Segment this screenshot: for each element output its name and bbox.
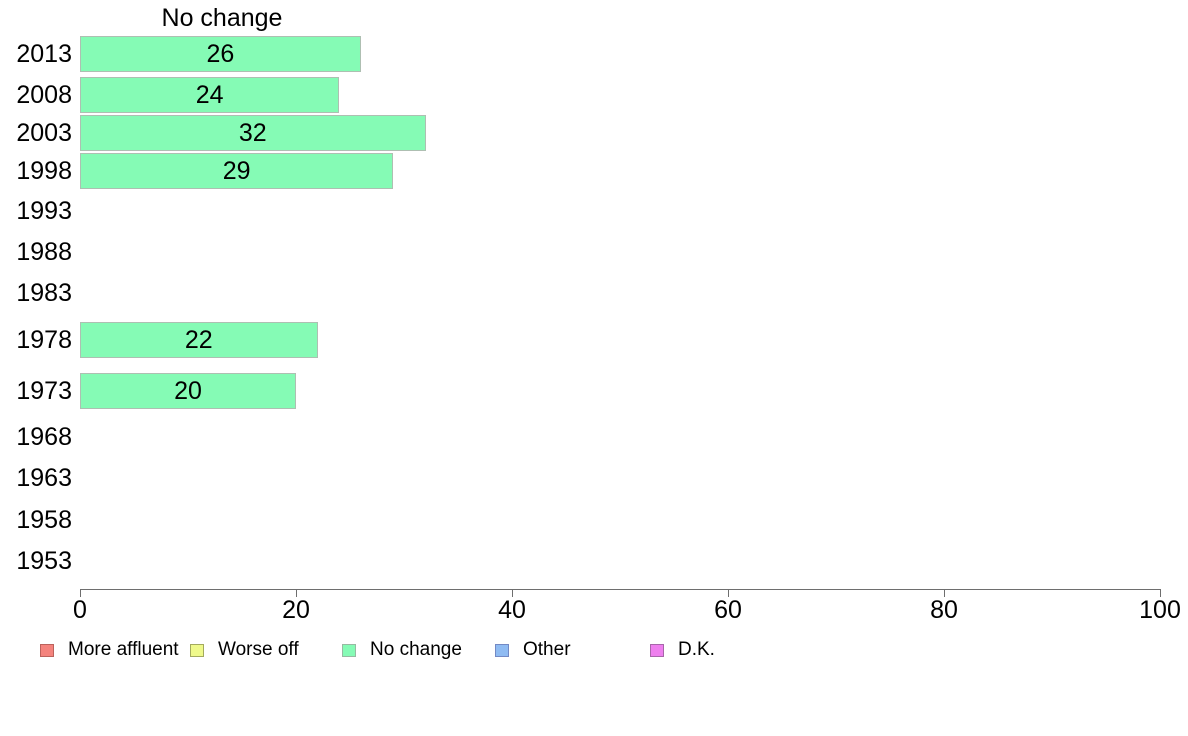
bar-value-label: 24 xyxy=(195,80,224,109)
y-axis-label-2008: 2008 xyxy=(16,81,72,109)
legend-swatch-worse-off xyxy=(190,643,204,657)
x-axis-line xyxy=(80,589,1161,590)
bar-2003: 32 xyxy=(80,115,426,151)
y-axis-label-1988: 1988 xyxy=(16,238,72,266)
y-axis-label-1958: 1958 xyxy=(16,506,72,534)
x-tick-mark xyxy=(296,589,297,597)
bar-value-label: 32 xyxy=(238,118,267,147)
y-axis-label-1993: 1993 xyxy=(16,197,72,225)
x-tick-label: 20 xyxy=(282,596,310,624)
legend-swatch-no-change xyxy=(342,643,356,657)
bar-value-label: 20 xyxy=(174,376,202,405)
bar-1998: 29 xyxy=(80,153,394,189)
y-axis-label-2013: 2013 xyxy=(16,40,72,68)
x-tick-label: 0 xyxy=(73,596,87,624)
bar-2008: 24 xyxy=(80,77,340,113)
bar-value-label: 29 xyxy=(222,156,251,185)
y-axis-label-1953: 1953 xyxy=(16,547,72,575)
legend-label-other: Other xyxy=(523,639,571,660)
x-tick-mark xyxy=(1160,589,1161,597)
x-tick-label: 100 xyxy=(1139,596,1181,624)
x-tick-mark xyxy=(944,589,945,597)
legend-item-no-change: No change xyxy=(342,639,462,661)
chart-title: No change xyxy=(161,4,283,32)
y-axis-label-2003: 2003 xyxy=(16,119,72,147)
legend-item-more-affluent: More affluent xyxy=(40,639,179,661)
y-axis-label-1968: 1968 xyxy=(16,423,72,451)
x-tick-label: 80 xyxy=(930,596,958,624)
legend-label-d-k: D.K. xyxy=(678,639,715,660)
legend-swatch-more-affluent xyxy=(40,643,54,657)
x-tick-mark xyxy=(512,589,513,597)
bar-value-label: 26 xyxy=(206,39,235,68)
x-tick-label: 60 xyxy=(714,596,742,624)
x-tick-label: 40 xyxy=(498,596,526,624)
bar-1978: 22 xyxy=(80,322,318,358)
legend-label-no-change: No change xyxy=(370,639,462,660)
legend-swatch-d-k xyxy=(650,643,664,657)
y-axis-label-1963: 1963 xyxy=(16,464,72,492)
legend-item-d-k: D.K. xyxy=(650,639,715,661)
x-tick-mark xyxy=(80,589,81,597)
y-axis-label-1983: 1983 xyxy=(16,279,72,307)
y-axis-label-1978: 1978 xyxy=(16,326,72,354)
bar-2013: 26 xyxy=(80,36,361,72)
x-tick-mark xyxy=(728,589,729,597)
y-axis-label-1973: 1973 xyxy=(16,377,72,405)
legend-item-worse-off: Worse off xyxy=(190,639,299,661)
legend-label-worse-off: Worse off xyxy=(218,639,299,660)
legend-label-more-affluent: More affluent xyxy=(68,639,179,660)
legend-item-other: Other xyxy=(495,639,571,661)
legend-swatch-other xyxy=(495,643,509,657)
y-axis-label-1998: 1998 xyxy=(16,157,72,185)
bar-1973: 20 xyxy=(80,373,296,409)
bar-value-label: 22 xyxy=(184,325,213,354)
